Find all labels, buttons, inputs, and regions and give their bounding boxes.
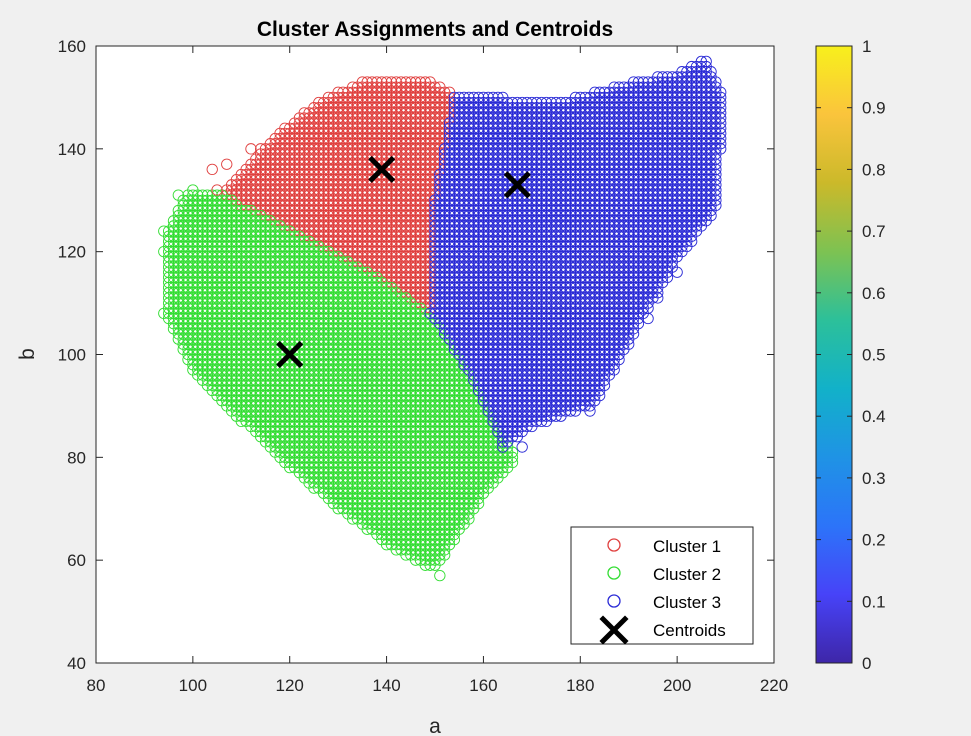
figure-window: 80 100 120 140 160 180 200 220 40 60 80 100 120 140 1…: [0, 0, 971, 736]
scatter-chart: 80 100 120 140 160 180 200 220 4060801001201401…: [0, 0, 971, 736]
